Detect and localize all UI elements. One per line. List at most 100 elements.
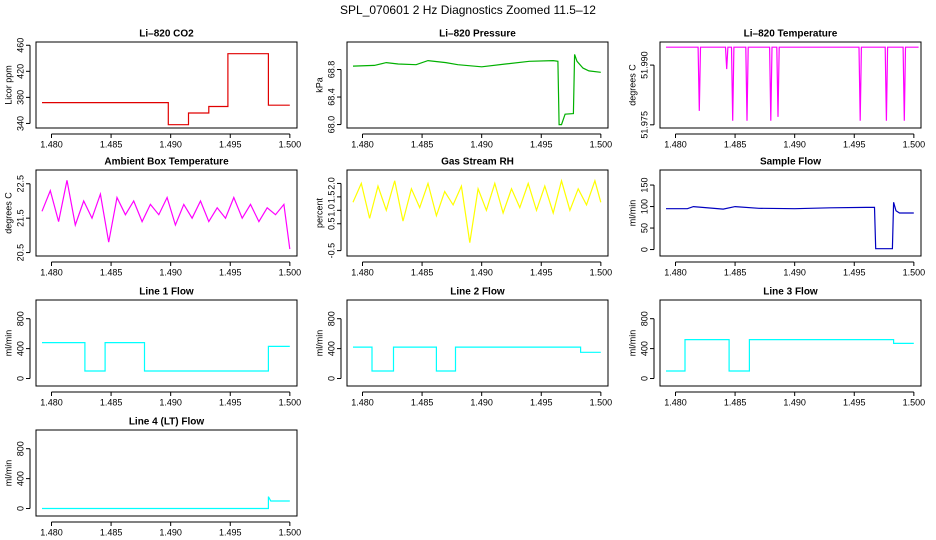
x-tick-label: 1.500 [903,397,926,407]
x-tick-label: 1.495 [219,139,242,149]
x-tick-label: 1.485 [411,397,434,407]
x-tick-label: 1.495 [843,267,866,277]
series-line [42,496,290,510]
y-axis-label: ml/min [627,200,637,227]
y-tick-label: 1.0 [326,204,336,217]
x-tick-label: 1.480 [40,267,63,277]
y-tick-label: 0 [639,376,649,381]
series-line [42,342,290,372]
y-axis-label: ml/min [627,330,637,357]
x-tick-label: 1.485 [100,397,123,407]
panel-title: Li–820 Temperature [744,29,838,40]
y-tick-label: 50 [639,223,649,233]
y-tick-label: 0 [15,506,25,511]
y-tick-label: 1.5 [326,191,336,204]
series-line [666,339,914,372]
x-tick-label: 1.485 [724,267,747,277]
y-tick-label: 0 [326,376,336,381]
y-tick-label: -0.5 [326,243,336,259]
x-tick-label: 1.495 [843,397,866,407]
plot-frame [346,169,609,257]
x-tick-label: 1.480 [351,267,374,277]
y-tick-label: 800 [326,311,336,326]
plot-frame [35,169,298,257]
y-axis-label: Licor ppm [3,65,13,105]
x-tick-label: 1.500 [279,397,302,407]
y-tick-label: 150 [639,178,649,193]
y-tick-label: 400 [15,341,25,356]
x-tick-label: 1.480 [351,139,374,149]
x-tick-label: 1.495 [530,267,553,277]
x-tick-label: 1.500 [279,139,302,149]
x-tick-label: 1.500 [903,267,926,277]
panel-title: Sample Flow [760,157,821,168]
y-axis-label: ml/min [3,330,13,357]
y-tick-label: 68.8 [326,61,336,79]
y-tick-label: 420 [15,64,25,79]
y-tick-label: 22.5 [15,175,25,193]
plot-frame [35,429,298,517]
y-tick-label: 100 [639,199,649,214]
x-tick-label: 1.485 [724,139,747,149]
y-tick-label: 0.5 [326,217,336,230]
plot-frame [659,299,922,387]
x-tick-label: 1.490 [470,397,493,407]
x-tick-label: 1.500 [279,267,302,277]
plot-frame [35,41,298,129]
panel-title: Ambient Box Temperature [104,157,229,168]
series-line [41,180,291,250]
y-axis-label: ml/min [3,460,13,487]
x-tick-label: 1.480 [40,139,63,149]
y-axis-label: kPa [314,77,324,93]
y-tick-label: 340 [15,116,25,131]
y-axis-label: degrees C [3,192,13,234]
y-tick-label: 460 [15,38,25,53]
x-tick-label: 1.485 [100,139,123,149]
y-tick-label: 20.5 [15,244,25,262]
y-tick-label: 800 [15,311,25,326]
panel-title: Li–820 Pressure [439,29,516,40]
y-tick-label: 800 [15,441,25,456]
x-tick-label: 1.485 [100,527,123,537]
x-tick-label: 1.490 [159,527,182,537]
panel-title: Line 4 (LT) Flow [129,417,205,428]
x-tick-label: 1.480 [40,527,63,537]
x-tick-label: 1.490 [159,267,182,277]
y-tick-label: 68.0 [326,116,336,134]
y-tick-label: 21.5 [15,209,25,227]
y-tick-label: 0 [639,247,649,252]
x-tick-label: 1.485 [724,397,747,407]
series-line [353,346,601,372]
panel-title: Li–820 CO2 [139,29,194,40]
y-tick-label: 2.0 [326,177,336,190]
x-tick-label: 1.490 [470,267,493,277]
x-tick-label: 1.485 [411,267,434,277]
x-tick-label: 1.480 [664,267,687,277]
y-tick-label: 800 [639,311,649,326]
y-tick-label: 380 [15,90,25,105]
x-tick-label: 1.495 [843,139,866,149]
series-line [352,54,601,126]
x-tick-label: 1.495 [219,267,242,277]
x-tick-label: 1.490 [159,397,182,407]
x-tick-label: 1.480 [664,397,687,407]
series-line [42,53,290,126]
x-tick-label: 1.495 [530,139,553,149]
plot-frame [35,299,298,387]
x-tick-label: 1.485 [100,267,123,277]
x-tick-label: 1.480 [664,139,687,149]
x-tick-label: 1.490 [783,139,806,149]
x-tick-label: 1.490 [783,397,806,407]
panel-title: Gas Stream RH [441,157,514,168]
x-tick-label: 1.485 [411,139,434,149]
series-line [666,46,919,121]
y-tick-label: 0 [15,376,25,381]
y-tick-label: 51.975 [639,111,649,139]
y-tick-label: 51.990 [639,51,649,79]
x-tick-label: 1.495 [219,397,242,407]
x-tick-label: 1.500 [590,139,613,149]
x-tick-label: 1.500 [903,139,926,149]
panel-title: Line 1 Flow [139,287,194,298]
series-line [352,178,602,243]
